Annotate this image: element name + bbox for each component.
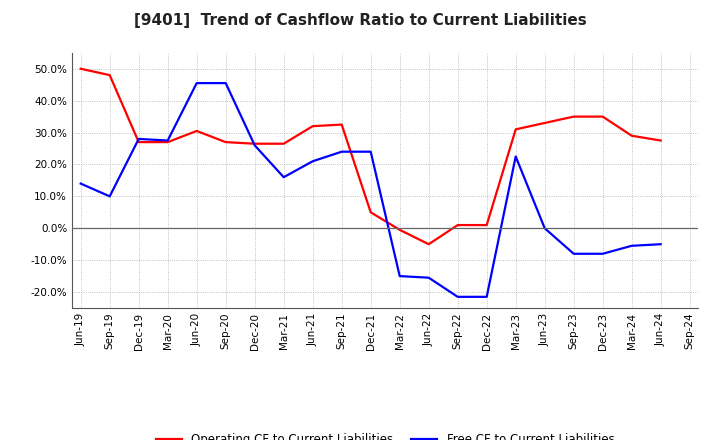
Legend: Operating CF to Current Liabilities, Free CF to Current Liabilities: Operating CF to Current Liabilities, Fre… (151, 429, 619, 440)
Free CF to Current Liabilities (482, 294, 491, 300)
Free CF to Current Liabilities (657, 242, 665, 247)
Text: [9401]  Trend of Cashflow Ratio to Current Liabilities: [9401] Trend of Cashflow Ratio to Curren… (134, 13, 586, 28)
Operating CF to Current Liabilities (163, 139, 172, 145)
Free CF to Current Liabilities (598, 251, 607, 257)
Operating CF to Current Liabilities (105, 73, 114, 78)
Free CF to Current Liabilities (221, 81, 230, 86)
Free CF to Current Liabilities (627, 243, 636, 249)
Free CF to Current Liabilities (279, 175, 288, 180)
Operating CF to Current Liabilities (657, 138, 665, 143)
Free CF to Current Liabilities (395, 274, 404, 279)
Free CF to Current Liabilities (366, 149, 375, 154)
Operating CF to Current Liabilities (541, 120, 549, 126)
Operating CF to Current Liabilities (192, 128, 201, 134)
Operating CF to Current Liabilities (627, 133, 636, 139)
Line: Operating CF to Current Liabilities: Operating CF to Current Liabilities (81, 69, 661, 244)
Operating CF to Current Liabilities (570, 114, 578, 119)
Operating CF to Current Liabilities (338, 122, 346, 127)
Free CF to Current Liabilities (541, 226, 549, 231)
Operating CF to Current Liabilities (76, 66, 85, 71)
Operating CF to Current Liabilities (598, 114, 607, 119)
Operating CF to Current Liabilities (251, 141, 259, 147)
Free CF to Current Liabilities (454, 294, 462, 300)
Operating CF to Current Liabilities (135, 139, 143, 145)
Operating CF to Current Liabilities (424, 242, 433, 247)
Operating CF to Current Liabilities (511, 127, 520, 132)
Free CF to Current Liabilities (163, 138, 172, 143)
Free CF to Current Liabilities (424, 275, 433, 280)
Operating CF to Current Liabilities (221, 139, 230, 145)
Operating CF to Current Liabilities (395, 227, 404, 232)
Free CF to Current Liabilities (511, 154, 520, 159)
Operating CF to Current Liabilities (279, 141, 288, 147)
Operating CF to Current Liabilities (366, 210, 375, 215)
Free CF to Current Liabilities (135, 136, 143, 142)
Free CF to Current Liabilities (105, 194, 114, 199)
Free CF to Current Liabilities (192, 81, 201, 86)
Operating CF to Current Liabilities (482, 223, 491, 228)
Free CF to Current Liabilities (251, 143, 259, 148)
Free CF to Current Liabilities (338, 149, 346, 154)
Line: Free CF to Current Liabilities: Free CF to Current Liabilities (81, 83, 661, 297)
Operating CF to Current Liabilities (308, 124, 317, 129)
Operating CF to Current Liabilities (454, 223, 462, 228)
Free CF to Current Liabilities (570, 251, 578, 257)
Free CF to Current Liabilities (76, 181, 85, 186)
Free CF to Current Liabilities (308, 159, 317, 164)
